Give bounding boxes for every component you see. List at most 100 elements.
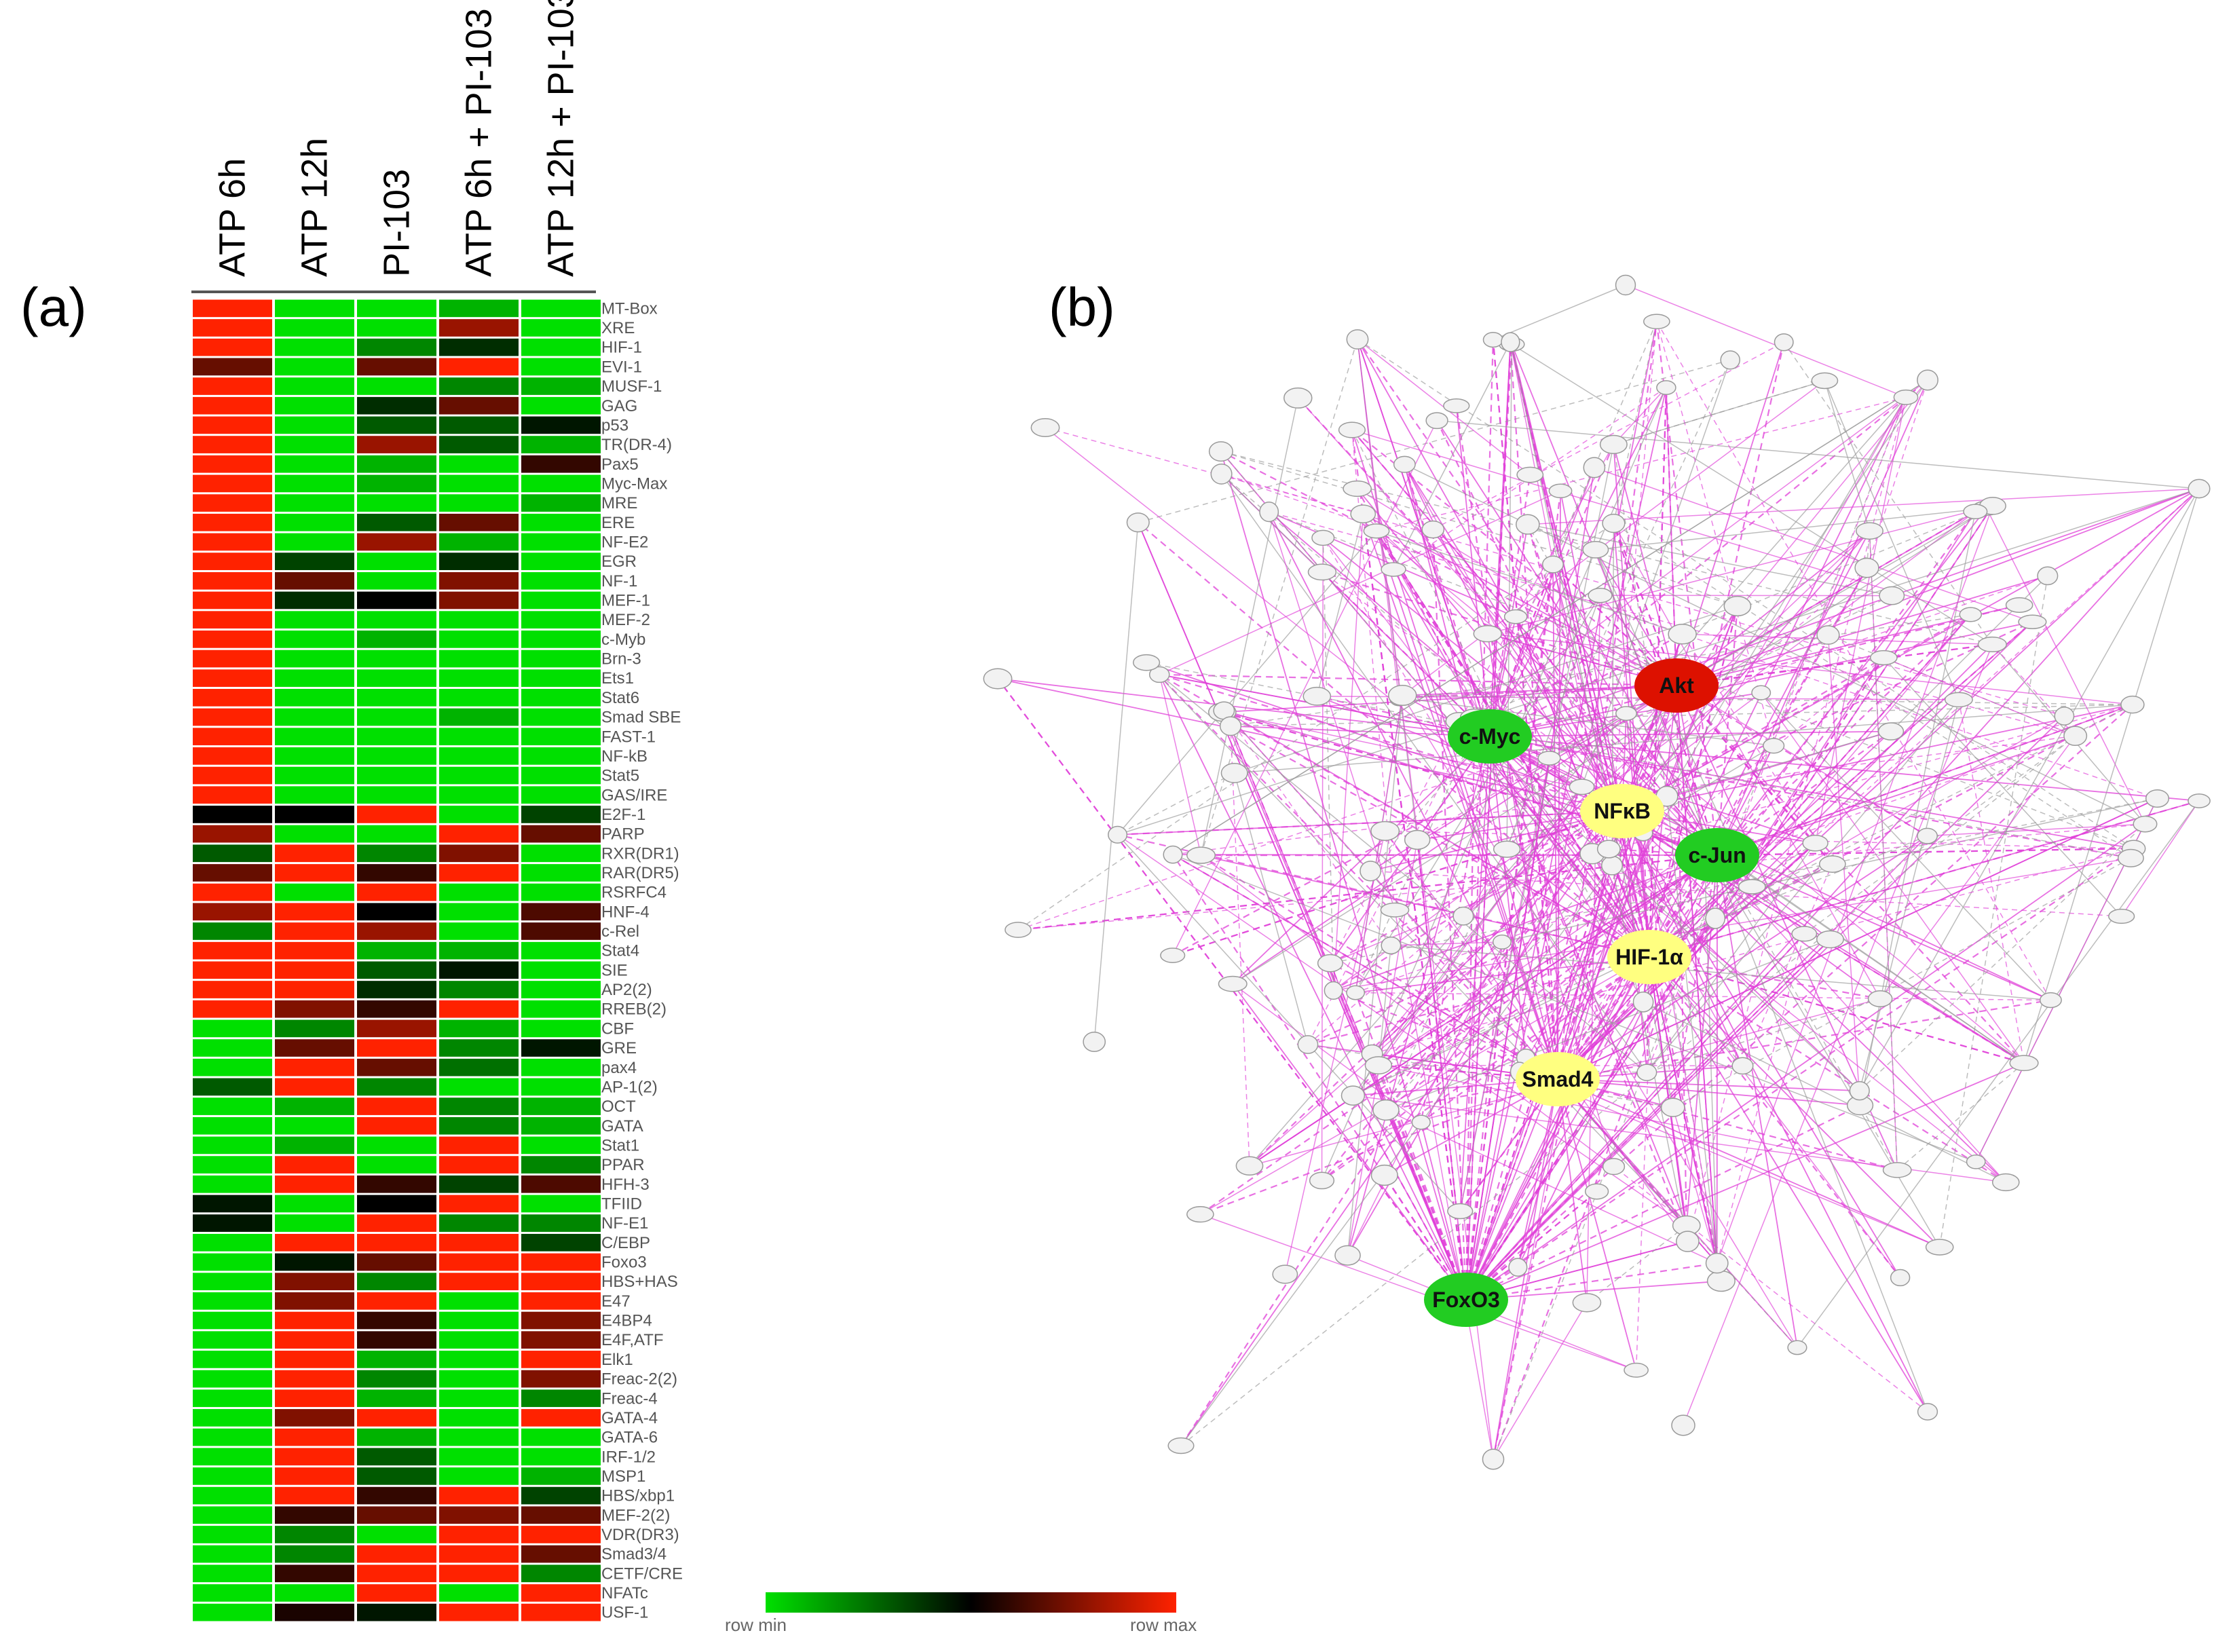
- network-edge: [1465, 800, 1645, 1300]
- network-edge: [1717, 735, 2076, 856]
- network-edge: [1613, 380, 1825, 445]
- heatmap-cell: [357, 571, 436, 590]
- row-label: AP-1(2): [601, 1078, 658, 1096]
- row-label: OCT: [601, 1097, 636, 1116]
- heatmap-cell: [521, 708, 601, 726]
- network-node: [1584, 1183, 1609, 1200]
- heatmap-cell: [275, 825, 354, 843]
- row-label: NF-kB: [601, 747, 648, 766]
- network-node: [1307, 563, 1337, 581]
- heatmap-cell: [439, 1564, 519, 1583]
- network-edge: [1172, 685, 1677, 956]
- network-edge: [1717, 614, 1972, 856]
- heatmap-cell: [521, 961, 601, 979]
- network-node: [1917, 369, 1938, 391]
- network-edge: [1465, 1104, 1861, 1300]
- heatmap-cell: [275, 1292, 354, 1310]
- network-edge: [1643, 614, 1971, 1002]
- heatmap-cell: [275, 1331, 354, 1349]
- network-node: [983, 668, 1013, 690]
- heatmap-cell: [439, 533, 519, 551]
- row-label: HBS/xbp1: [601, 1487, 675, 1505]
- network-edge: [1621, 621, 2033, 812]
- heatmap-cell: [193, 1584, 272, 1602]
- network-node: [1501, 332, 1520, 352]
- heatmap-cell: [275, 299, 354, 318]
- network-node: [1624, 1362, 1649, 1378]
- heatmap-cell: [275, 1273, 354, 1290]
- heatmap-cell: [439, 650, 519, 668]
- heatmap-cell: [439, 669, 519, 688]
- network-edge: [1859, 699, 1960, 1091]
- heatmap-cell: [193, 1116, 272, 1135]
- column-label: ATP 12h + PI-103: [541, 0, 582, 277]
- network-edge: [1393, 341, 1512, 570]
- network-edge: [1459, 757, 1550, 1212]
- heatmap-cell: [357, 1097, 436, 1115]
- network-edge: [1230, 614, 1971, 727]
- network-node: [1854, 557, 1879, 578]
- heatmap-cell: [439, 903, 519, 921]
- heatmap-cell: [521, 1253, 601, 1271]
- heatmap-cell: [357, 436, 436, 453]
- heatmap-cell: [521, 864, 601, 882]
- heatmap-cell: [521, 806, 601, 823]
- row-label: MEF-2(2): [601, 1506, 670, 1524]
- network-edge: [1321, 538, 1324, 1181]
- network-node: [2054, 707, 2075, 726]
- heatmap-cell: [193, 903, 272, 921]
- heatmap-cell: [521, 825, 601, 843]
- network-edge: [1608, 379, 1928, 850]
- network-node: [1370, 1164, 1398, 1186]
- network-node: [1311, 529, 1335, 546]
- network-node: [1869, 650, 1898, 666]
- network-edge: [1635, 945, 1654, 1370]
- heatmap-column-labels: ATP 6h ATP 12h PI-103 ATP 6h + PI-103 ATP 12…: [212, 0, 582, 277]
- heatmap-cell: [193, 1000, 272, 1018]
- heatmap-cell: [193, 1467, 272, 1485]
- network-edge: [1511, 344, 1623, 812]
- heatmap-cell: [439, 631, 519, 648]
- network-node: [1324, 981, 1343, 1000]
- heatmap-cell: [357, 591, 436, 609]
- network-node: [2117, 848, 2144, 867]
- heatmap-cell: [357, 844, 436, 863]
- network-edge: [1117, 772, 1235, 836]
- network-edge: [1221, 473, 2065, 717]
- network-edge: [1093, 522, 1139, 1043]
- network-node: [1421, 520, 1445, 539]
- network-edge: [1376, 531, 1644, 1002]
- row-label: c-Rel: [601, 922, 639, 941]
- network-edge: [1372, 848, 2134, 1055]
- network-edge: [1391, 945, 2051, 1001]
- network-edge: [1613, 523, 1881, 999]
- network-edge: [1986, 508, 2146, 825]
- heatmap-cell: [193, 611, 272, 628]
- row-label: E4F,ATF: [601, 1331, 664, 1349]
- highlighted-node: [1424, 1273, 1508, 1327]
- highlighted-node-label: NFκB: [1594, 799, 1651, 823]
- network-edge: [1146, 662, 1687, 1226]
- network-node: [1660, 1097, 1685, 1117]
- network-edge: [1595, 508, 1987, 550]
- highlighted-node: [1516, 1052, 1600, 1106]
- row-label: PPAR: [601, 1156, 645, 1174]
- heatmap-cell: [521, 650, 601, 668]
- heatmap-cell: [275, 1311, 354, 1330]
- network-edge: [1655, 321, 1719, 856]
- heatmap-cell: [275, 455, 354, 473]
- heatmap-cell: [275, 1486, 354, 1505]
- network-edge: [1488, 444, 1615, 737]
- network-node: [1774, 333, 1794, 352]
- network-node: [1167, 1437, 1195, 1454]
- heatmap-cell: [439, 552, 519, 570]
- heatmap-cell: [193, 650, 272, 668]
- network-edge: [1230, 726, 1250, 1166]
- heatmap-cell: [521, 377, 601, 395]
- network-edge: [1717, 704, 2133, 857]
- network-edge: [1557, 1078, 1637, 1370]
- network-edge: [1465, 1266, 1518, 1300]
- network-edge: [1492, 339, 1559, 1080]
- heatmap-cell: [275, 1448, 354, 1466]
- heatmap-cell: [357, 416, 436, 434]
